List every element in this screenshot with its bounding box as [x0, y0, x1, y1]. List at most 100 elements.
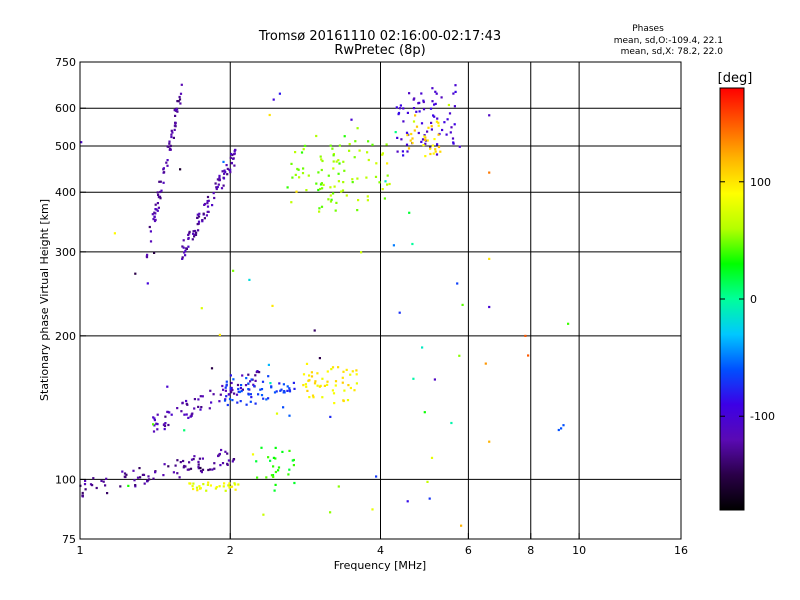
data-point	[332, 192, 335, 195]
data-point	[201, 457, 204, 460]
data-point	[454, 90, 457, 93]
data-point	[349, 373, 352, 376]
data-point	[434, 90, 437, 93]
data-point	[332, 167, 335, 170]
data-point	[166, 164, 169, 167]
data-point	[133, 479, 136, 482]
data-point	[308, 396, 311, 399]
data-point	[342, 181, 345, 184]
data-point	[374, 175, 378, 178]
data-point	[353, 389, 356, 392]
data-point	[288, 390, 292, 393]
data-point	[347, 384, 350, 387]
data-point	[329, 144, 332, 147]
data-point	[350, 118, 353, 121]
data-point	[185, 247, 188, 250]
data-point	[207, 481, 210, 484]
data-point	[157, 193, 160, 196]
data-point	[195, 231, 198, 234]
data-point	[162, 474, 165, 477]
data-point	[430, 121, 433, 124]
data-point	[182, 459, 185, 463]
data-point	[488, 114, 491, 117]
data-point	[176, 472, 179, 475]
data-point	[202, 483, 205, 486]
data-point	[375, 475, 378, 478]
data-point	[274, 446, 277, 449]
y-tick-label: 100	[55, 473, 76, 486]
data-point	[157, 196, 160, 199]
data-point	[454, 84, 457, 87]
data-point	[199, 408, 202, 411]
data-point	[356, 127, 359, 130]
data-point	[222, 485, 225, 488]
data-point	[206, 202, 209, 205]
data-point	[272, 475, 275, 478]
data-point	[206, 205, 210, 208]
data-point	[241, 388, 244, 391]
data-point	[229, 386, 232, 389]
data-point	[205, 214, 208, 217]
data-point	[231, 460, 234, 463]
data-point	[351, 370, 354, 373]
data-point	[193, 455, 196, 458]
data-point	[321, 396, 324, 399]
data-point	[424, 142, 427, 145]
data-point	[221, 384, 224, 388]
data-point	[424, 136, 427, 139]
data-point	[432, 114, 435, 117]
data-point	[202, 212, 205, 215]
data-point	[385, 143, 388, 146]
data-point	[434, 150, 437, 153]
data-point	[229, 485, 232, 488]
data-point	[178, 476, 181, 479]
data-point	[226, 452, 229, 455]
data-point	[316, 384, 319, 387]
data-point	[355, 382, 358, 385]
data-point	[262, 397, 265, 400]
data-point	[316, 372, 319, 375]
data-point	[524, 334, 527, 337]
data-point	[412, 107, 416, 110]
data-point	[233, 149, 236, 153]
data-point	[458, 354, 461, 357]
data-point	[188, 230, 191, 233]
data-point	[279, 389, 282, 392]
data-point	[451, 137, 455, 140]
data-point	[198, 485, 201, 488]
data-point	[164, 422, 167, 425]
data-point	[258, 371, 261, 374]
data-point	[154, 208, 157, 211]
data-point	[208, 407, 211, 410]
data-point	[426, 139, 429, 142]
data-point	[153, 417, 156, 420]
data-point	[326, 380, 329, 383]
data-point	[447, 103, 450, 107]
data-point	[191, 485, 194, 488]
y-tick-label: 75	[62, 533, 76, 546]
data-point	[185, 413, 188, 416]
data-point	[224, 398, 227, 401]
data-point	[134, 485, 137, 488]
data-point	[198, 457, 201, 460]
data-point	[187, 236, 190, 240]
data-point	[208, 468, 212, 471]
data-point	[210, 367, 214, 370]
data-point	[427, 126, 430, 129]
data-point	[169, 144, 172, 147]
data-point	[200, 406, 203, 409]
data-point	[341, 376, 344, 379]
data-point	[253, 385, 256, 388]
data-point	[334, 380, 338, 383]
data-point	[228, 397, 232, 401]
data-point	[278, 92, 281, 95]
data-point	[92, 477, 95, 480]
data-point	[321, 159, 324, 163]
data-point	[163, 424, 167, 428]
data-point	[142, 473, 146, 476]
data-point	[422, 144, 425, 147]
data-point	[195, 486, 199, 489]
data-point	[224, 489, 227, 492]
data-point	[179, 461, 182, 464]
data-point	[228, 482, 231, 485]
